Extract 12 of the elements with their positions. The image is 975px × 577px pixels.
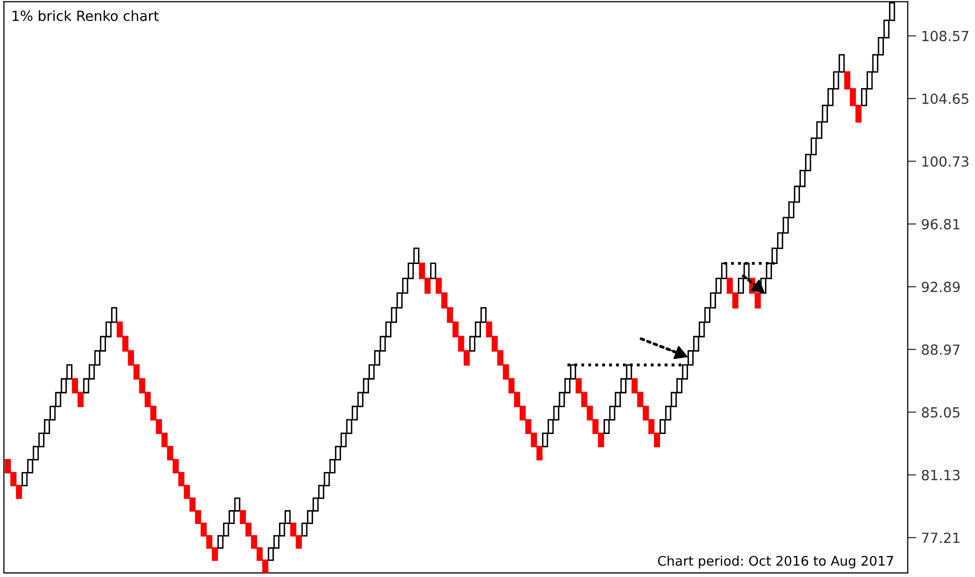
- y-tick-label: 108.57: [922, 30, 968, 42]
- y-tick-label: 104.65: [922, 94, 968, 104]
- text: 1% brick Renko chart: [12, 10, 159, 22]
- y-tick-label: 96.81: [922, 218, 960, 230]
- y-tick-label: 85.05: [922, 407, 960, 418]
- y-tick-label: 100.73: [922, 156, 968, 167]
- y-tick-label: 92.89: [922, 282, 960, 292]
- annotation: Chart period: Oct 2016 to Aug 2017: [658, 556, 894, 568]
- y-tick-label: 81.13: [922, 470, 960, 480]
- candlestick: [430, 262, 436, 280]
- y-tick-label: 88.97: [922, 344, 960, 355]
- y-tick-label: 77.21: [922, 532, 960, 543]
